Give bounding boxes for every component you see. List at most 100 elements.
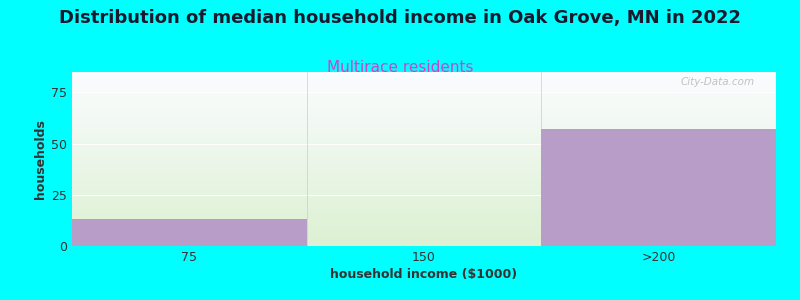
Bar [72,131,776,133]
Bar [72,215,776,216]
Bar [72,166,776,168]
Bar [72,230,776,232]
Bar [72,176,776,178]
Bar [72,202,776,204]
Bar [72,103,776,105]
Text: City-Data.com: City-Data.com [681,77,755,87]
Bar [72,213,776,215]
Bar [72,241,776,242]
Bar [72,147,776,148]
Bar [72,224,776,225]
Bar [72,199,776,201]
Bar [72,180,776,182]
Bar [72,208,776,209]
Bar [542,129,776,246]
Bar [72,138,776,140]
X-axis label: household income ($1000): household income ($1000) [330,268,518,281]
Y-axis label: households: households [34,119,47,199]
Bar [72,155,776,157]
Bar [72,94,776,96]
Bar [72,135,776,137]
Bar [72,128,776,129]
Bar [72,116,776,117]
Bar [72,237,776,239]
Bar [72,152,776,154]
Bar [72,89,776,91]
Bar [72,136,776,138]
Bar [72,150,776,152]
Bar [72,81,776,82]
Bar [72,197,776,199]
Bar [72,74,776,76]
Bar [72,219,306,246]
Bar [72,86,776,88]
Bar [72,220,776,222]
Bar [72,114,776,116]
Bar [72,93,776,94]
Bar [72,229,776,230]
Bar [72,82,776,84]
Bar [72,88,776,89]
Bar [72,222,776,224]
Bar [72,194,776,196]
Bar [72,161,776,163]
Bar [72,84,776,86]
Bar [72,143,776,145]
Bar [72,183,776,185]
Bar [72,105,776,107]
Bar [72,133,776,135]
Bar [72,159,776,161]
Bar [72,185,776,187]
Bar [72,171,776,173]
Bar [72,218,776,220]
Bar [72,236,776,237]
Bar [72,209,776,211]
Bar [72,129,776,131]
Bar [72,232,776,234]
Bar [72,196,776,197]
Bar [72,192,776,194]
Bar [72,189,776,190]
Bar [72,107,776,109]
Bar [72,110,776,112]
Bar [72,182,776,183]
Bar [72,175,776,176]
Bar [72,91,776,93]
Bar [72,100,776,102]
Bar [72,77,776,79]
Text: Distribution of median household income in Oak Grove, MN in 2022: Distribution of median household income … [59,9,741,27]
Bar [72,164,776,166]
Bar [72,178,776,180]
Bar [72,206,776,208]
Text: Multirace residents: Multirace residents [326,60,474,75]
Bar [72,122,776,124]
Bar [72,244,776,246]
Bar [72,190,776,192]
Bar [72,126,776,128]
Bar [72,242,776,244]
Bar [72,145,776,147]
Bar [72,225,776,227]
Bar [72,157,776,159]
Bar [72,96,776,98]
Bar [72,124,776,126]
Bar [72,98,776,100]
Bar [72,109,776,110]
Bar [72,239,776,241]
Bar [72,204,776,206]
Bar [72,121,776,122]
Bar [72,142,776,143]
Bar [72,234,776,236]
Bar [72,163,776,164]
Bar [72,201,776,203]
Bar [72,102,776,103]
Bar [72,173,776,175]
Bar [72,140,776,142]
Bar [72,169,776,171]
Bar [72,154,776,155]
Bar [72,76,776,77]
Bar [72,79,776,81]
Bar [72,112,776,114]
Bar [72,187,776,189]
Bar [72,227,776,229]
